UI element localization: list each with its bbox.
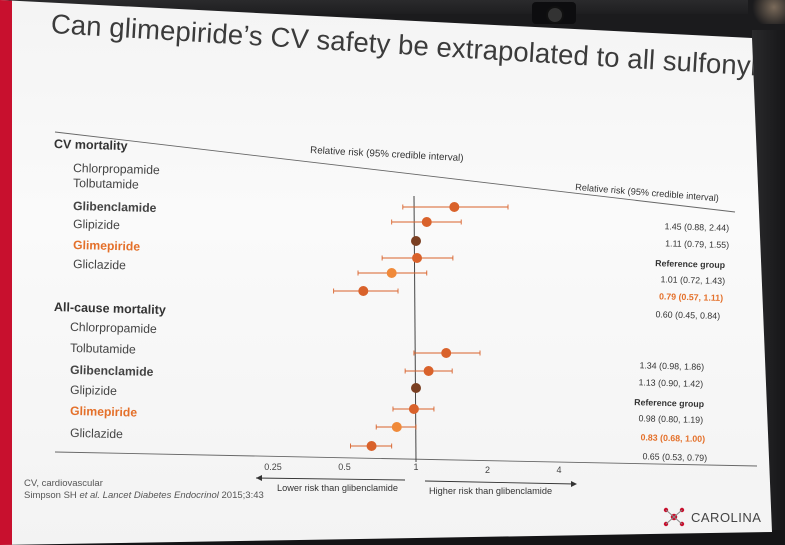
drug-label: Gliclazide — [73, 257, 126, 272]
footnote-reference: Simpson SH et al. Lancet Diabetes Endocr… — [24, 490, 264, 502]
drug-label: Chlorpropamide — [73, 161, 160, 177]
reference-citation: 2015;3:43 — [218, 490, 264, 501]
section-label: All-cause mortality — [54, 300, 166, 317]
higher-arrow-head — [571, 481, 577, 487]
estimate-point — [412, 253, 423, 263]
brand-strip — [0, 0, 12, 545]
axis-tick-label: 0.5 — [338, 462, 351, 472]
estimate-point — [408, 404, 419, 414]
estimate-point — [386, 268, 397, 278]
column-header-values: Relative risk (95% credible interval) — [575, 182, 719, 203]
column-header-plot: Relative risk (95% credible interval) — [310, 145, 464, 164]
lower-risk-label: Lower risk than glibenclamide — [277, 483, 398, 493]
drug-label: Glibenclamide — [70, 363, 154, 379]
estimate-point — [366, 441, 377, 451]
lower-arrow-head — [256, 475, 262, 481]
drug-label: Glimepiride — [70, 404, 138, 420]
rr-value: 1.01 (0.72, 1.43) — [660, 274, 725, 286]
logo-text: CAROLINA — [691, 509, 762, 525]
rr-value: 1.45 (0.88, 2.44) — [664, 221, 729, 233]
lower-arrow-shaft — [255, 477, 406, 481]
reference-point — [411, 236, 421, 246]
carolina-logo: CAROLINA — [662, 506, 761, 528]
drug-label: Chlorpropamide — [70, 320, 157, 336]
rr-value: 0.79 (0.57, 1.11) — [659, 291, 723, 303]
drug-label: Tolbutamide — [70, 341, 136, 357]
estimate-point — [441, 348, 452, 358]
drug-label: Glipizide — [73, 217, 120, 232]
rr-value: 0.83 (0.68, 1.00) — [640, 432, 705, 444]
rr-value: 1.34 (0.98, 1.86) — [639, 360, 704, 372]
estimate-point — [421, 217, 432, 227]
axis-tick-label: 0.25 — [264, 462, 282, 472]
drug-label: Glibenclamide — [73, 199, 157, 215]
rr-value: 1.11 (0.79, 1.55) — [665, 238, 729, 250]
reference-etal: et al. — [79, 490, 101, 501]
drug-label: Tolbutamide — [73, 176, 139, 192]
rr-value: Reference group — [634, 397, 705, 409]
axis-tick-label: 4 — [556, 465, 561, 475]
section-label: CV mortality — [54, 137, 128, 153]
room-light — [748, 0, 785, 24]
bottom-rule — [54, 451, 758, 467]
higher-risk-label: Higher risk than glibenclamide — [429, 486, 552, 496]
estimate-point — [358, 286, 369, 296]
estimate-point — [449, 202, 460, 212]
higher-arrow-shaft — [424, 480, 576, 485]
camera-lens — [546, 6, 564, 24]
footnote-abbreviation: CV, cardiovascular — [24, 478, 103, 489]
axis-tick-label: 2 — [485, 465, 490, 475]
rr-value: 0.60 (0.45, 0.84) — [655, 309, 720, 321]
ceiling-camera — [532, 2, 576, 24]
reference-point — [411, 383, 421, 393]
rr-value: 1.13 (0.90, 1.42) — [638, 377, 703, 389]
header-rule — [54, 131, 736, 213]
rr-value: 0.98 (0.80, 1.19) — [638, 413, 703, 425]
axis-tick-label: 1 — [413, 462, 418, 472]
reference-journal: Lancet Diabetes Endocrinol — [100, 490, 219, 501]
rr-value: Reference group — [655, 258, 726, 270]
molecule-icon — [663, 507, 685, 527]
estimate-point — [391, 422, 402, 432]
drug-label: Glimepiride — [73, 238, 141, 254]
estimate-point — [423, 366, 434, 376]
drug-label: Gliclazide — [70, 426, 123, 441]
drug-label: Glipizide — [70, 383, 117, 398]
footnote: CV, cardiovascular Simpson SH et al. Lan… — [24, 478, 264, 502]
rr-value: 0.65 (0.53, 0.79) — [642, 451, 707, 463]
reference-line — [413, 195, 417, 463]
reference-authors: Simpson SH — [24, 490, 80, 501]
